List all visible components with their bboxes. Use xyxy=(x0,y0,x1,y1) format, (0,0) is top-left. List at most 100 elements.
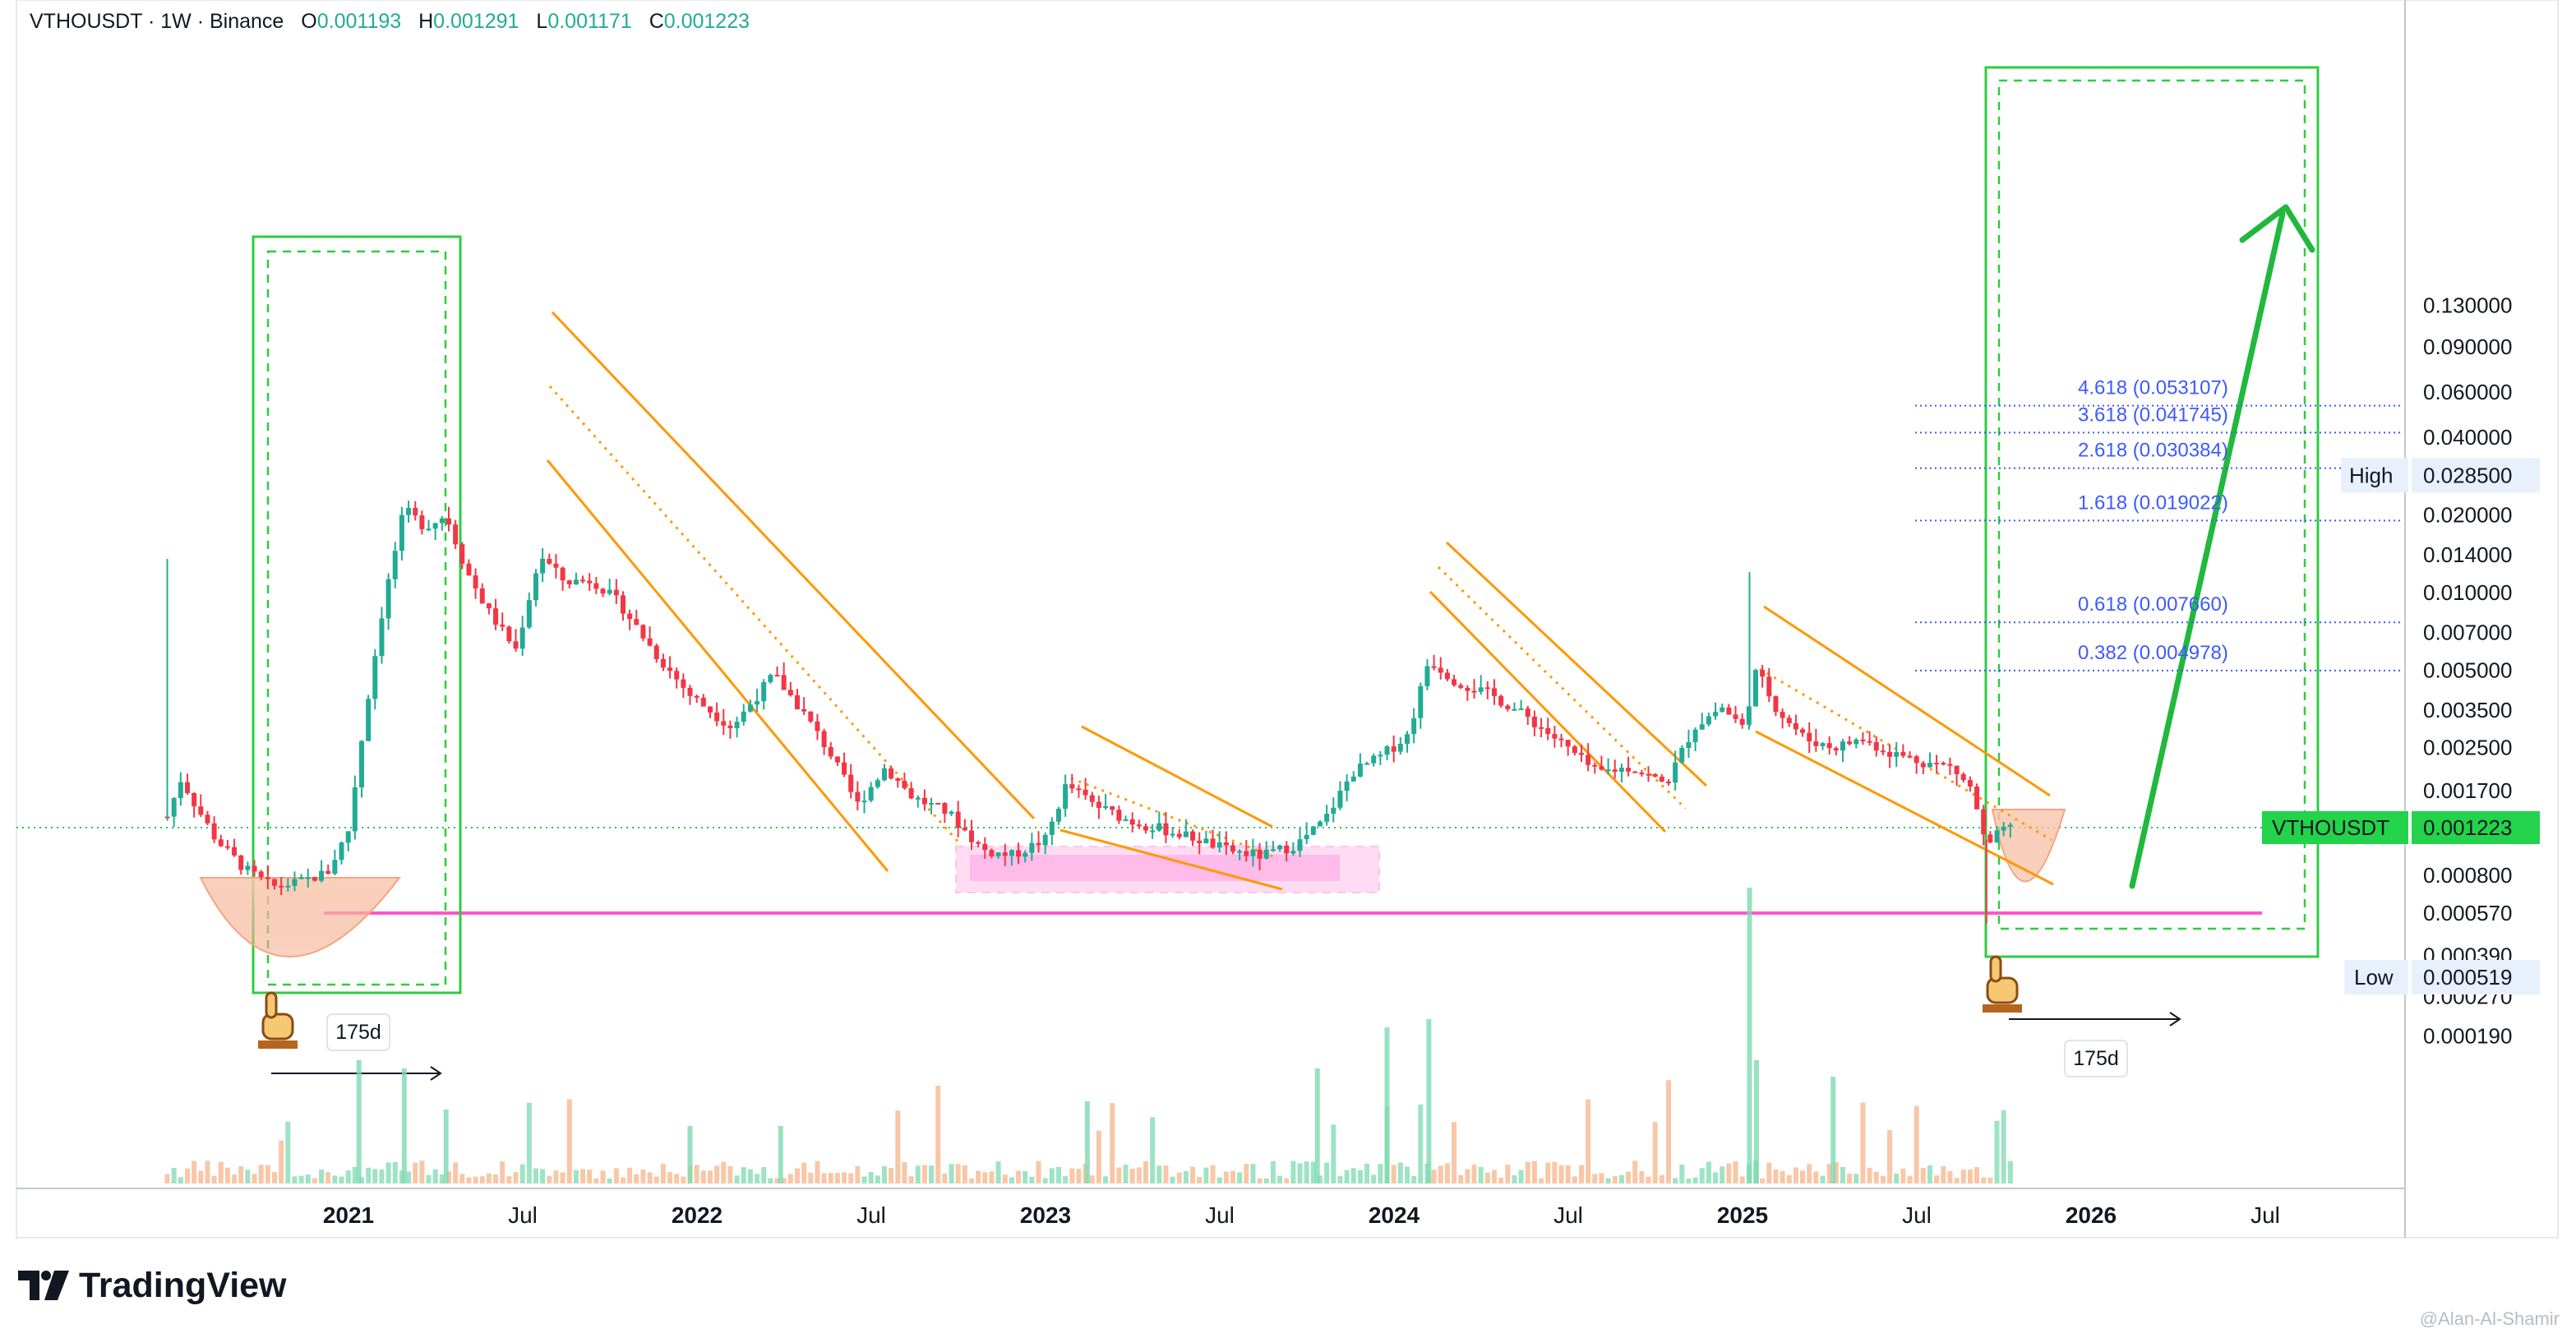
close-label: C xyxy=(649,10,664,33)
volume-bar xyxy=(1042,1178,1048,1183)
volume-bar xyxy=(613,1168,619,1183)
candle-body xyxy=(413,507,418,516)
candle-body xyxy=(1773,696,1779,713)
price-tick-label: 0.020000 xyxy=(2423,503,2512,528)
fib-level-label: 0.382 (0.004978) xyxy=(2078,642,2228,664)
volume-bar xyxy=(942,1173,948,1183)
volume-bar xyxy=(1183,1170,1189,1183)
volume-bar xyxy=(1626,1171,1632,1183)
candle-body xyxy=(1491,688,1497,696)
candle-body xyxy=(647,638,653,646)
volume-bar xyxy=(1793,1167,1798,1183)
high-badge xyxy=(2341,458,2408,493)
candle-body xyxy=(1880,750,1886,753)
volume-bar xyxy=(1914,1105,1919,1183)
volume-bar xyxy=(2007,1160,2013,1183)
candle-body xyxy=(1692,729,1698,742)
candle-body xyxy=(821,731,827,748)
candle-body xyxy=(1512,708,1517,711)
candle-body xyxy=(1699,724,1705,730)
hand-finger xyxy=(265,991,278,1019)
volume-bar xyxy=(1967,1169,1973,1183)
high-label: High xyxy=(2349,463,2393,487)
candle-body xyxy=(1331,807,1336,814)
volume-bar xyxy=(1545,1162,1551,1183)
candle-body xyxy=(1713,712,1719,717)
candle-body xyxy=(1941,763,1946,765)
candle-body xyxy=(955,811,961,828)
candle-body xyxy=(232,847,238,856)
volume-bar xyxy=(1880,1175,1886,1183)
volume-bar xyxy=(1646,1176,1651,1183)
channel-2022-lower xyxy=(546,459,889,872)
hand-palm xyxy=(1986,976,2019,1004)
volume-bar xyxy=(794,1168,800,1183)
candle-body xyxy=(1023,852,1028,857)
duration-label: 175d xyxy=(2073,1047,2119,1070)
volume-bar xyxy=(406,1171,412,1183)
candle-body xyxy=(1907,755,1913,758)
volume-bar xyxy=(426,1174,432,1183)
fib-extension[interactable]: 0.382 (0.004978) 0.618 (0.007660) 1.618 (0… xyxy=(1915,377,2402,671)
volume-bar xyxy=(392,1161,398,1183)
candle-body xyxy=(1089,795,1095,802)
time-axis[interactable]: 2021 Jul 2022 Jul 2023 Jul 2024 Jul 2025 Jul 2026 J… xyxy=(323,1202,2280,1228)
candle-body xyxy=(687,687,693,696)
candle-body xyxy=(1739,718,1745,725)
volume-spike xyxy=(1830,1077,1836,1183)
candle-body xyxy=(1290,851,1296,854)
volume-bar xyxy=(634,1174,639,1183)
candle-body xyxy=(366,699,372,741)
volume-bar xyxy=(714,1165,720,1183)
volume-bar xyxy=(1190,1166,1196,1183)
candle-body xyxy=(352,787,358,832)
volume-bar xyxy=(265,1165,270,1183)
candle-body xyxy=(445,518,451,525)
volume-bar xyxy=(1639,1170,1645,1183)
drawing-layer xyxy=(16,66,2405,1081)
volume-bar xyxy=(298,1175,304,1183)
candle-body xyxy=(1036,842,1041,846)
volume-bar xyxy=(1391,1165,1396,1183)
volume-bar xyxy=(1263,1178,1269,1183)
volume-bar xyxy=(413,1162,418,1183)
candle-body xyxy=(861,800,867,803)
candle-body xyxy=(1438,667,1443,673)
candle-body xyxy=(1552,734,1558,739)
candle-body xyxy=(868,787,874,801)
candle-body xyxy=(224,846,230,848)
volume-bar xyxy=(707,1170,713,1183)
open-value: 0.001193 xyxy=(317,10,401,33)
volume-bar xyxy=(1947,1170,1953,1183)
volume-spike xyxy=(1426,1019,1432,1183)
candle-body xyxy=(1237,851,1243,853)
volume-bar xyxy=(519,1164,525,1183)
channel-2022-upper xyxy=(551,311,1036,820)
candle-body xyxy=(1317,821,1323,827)
price-axis[interactable]: 0.130000 0.090000 0.060000 0.040000 0.020000… xyxy=(2262,293,2540,1049)
candle-body xyxy=(1484,687,1490,690)
candle-body xyxy=(1210,838,1216,848)
volume-bar xyxy=(741,1167,746,1183)
volume-bar xyxy=(1773,1169,1779,1183)
candle-body xyxy=(1974,786,1980,810)
volume-bar xyxy=(868,1172,874,1183)
candle-body xyxy=(1069,784,1075,789)
volume-bar xyxy=(1404,1166,1410,1183)
volume-bar xyxy=(238,1166,244,1183)
volume-bar xyxy=(915,1165,921,1183)
time-tick-label: 2025 xyxy=(1717,1202,1768,1228)
volume-bar xyxy=(1089,1175,1095,1183)
tradingview-logo[interactable]: TradingView xyxy=(18,1266,287,1306)
candle-body xyxy=(372,656,378,699)
volume-bar xyxy=(1518,1170,1524,1183)
candle-body xyxy=(1002,852,1008,856)
high-value: 0.028500 xyxy=(2423,463,2512,487)
candle-body xyxy=(1418,685,1424,718)
price-tick-label: 0.060000 xyxy=(2423,380,2512,404)
channel-2025-lower xyxy=(1755,730,2054,886)
volume-bar xyxy=(1525,1161,1530,1183)
candle-body xyxy=(694,695,699,698)
volume-bar xyxy=(1679,1165,1685,1183)
